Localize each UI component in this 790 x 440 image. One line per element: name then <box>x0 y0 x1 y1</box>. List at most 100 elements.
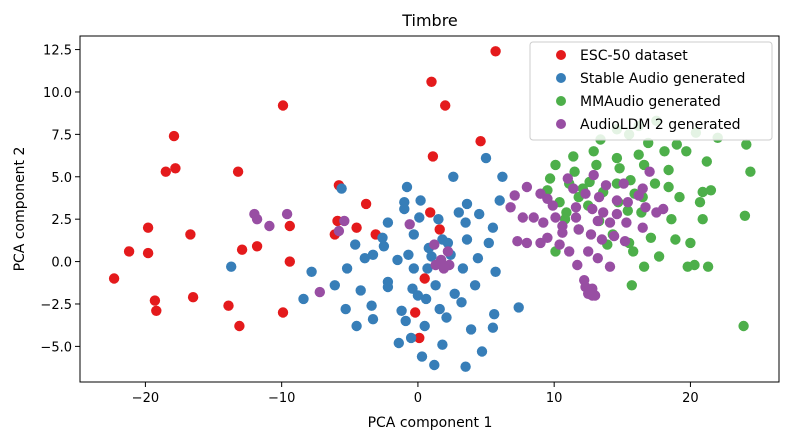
point-series-2-23 <box>745 166 756 177</box>
point-series-3-10 <box>570 212 582 223</box>
y-tick-label: 2.5 <box>51 213 72 228</box>
legend: ESC-50 dataset Stable Audio generated MM… <box>529 41 773 141</box>
point-series-2-22 <box>701 156 712 167</box>
point-series-1-47 <box>298 293 309 305</box>
point-series-0-4 <box>168 130 180 142</box>
point-series-3-20 <box>517 212 528 223</box>
point-series-1-1 <box>480 152 492 164</box>
chart-title: Timbre <box>401 11 458 30</box>
point-series-2-13 <box>633 149 644 160</box>
point-series-2-54 <box>670 234 681 245</box>
y-axis-label: PCA component 2 <box>12 147 28 272</box>
point-series-1-36 <box>408 263 419 274</box>
point-series-1-56 <box>441 312 452 323</box>
point-series-0-18 <box>185 229 196 240</box>
point-series-3-13 <box>621 217 632 228</box>
ticks-layer: −20 −10 0 10 20 −5.0 −2.5 0.0 2.5 5.0 7.5 10.0 12.5 <box>40 44 698 406</box>
point-series-3-38 <box>618 178 629 189</box>
point-series-0-23 <box>123 246 135 257</box>
point-series-0-35 <box>419 273 430 284</box>
point-series-1-45 <box>449 288 460 299</box>
point-series-1-59 <box>513 302 524 313</box>
point-series-1-40 <box>329 280 340 291</box>
point-series-2-15 <box>681 146 692 157</box>
point-series-3-37 <box>600 180 612 191</box>
point-series-3-63 <box>314 286 325 298</box>
point-series-1-63 <box>416 351 428 362</box>
point-series-0-25 <box>284 256 295 267</box>
point-series-2-10 <box>568 151 579 162</box>
point-series-2-17 <box>569 166 580 177</box>
y-tick-label: −2.5 <box>40 298 72 313</box>
y-tick-label: 10.0 <box>43 86 72 101</box>
point-series-3-5 <box>570 202 582 213</box>
point-series-1-71 <box>420 293 432 305</box>
legend-marker-audioldm2 <box>556 119 566 129</box>
point-series-1-64 <box>429 359 440 371</box>
point-series-3-23 <box>573 224 584 235</box>
point-series-1-55 <box>419 320 430 332</box>
point-series-0-29 <box>223 300 234 311</box>
point-series-2-51 <box>645 232 657 243</box>
y-tick-label: 5.0 <box>51 171 72 186</box>
point-series-3-42 <box>564 246 575 257</box>
point-series-3-12 <box>604 217 616 228</box>
point-series-1-13 <box>474 208 485 220</box>
point-series-1-46 <box>469 280 481 291</box>
point-series-1-6 <box>415 195 426 206</box>
point-series-1-28 <box>392 254 403 266</box>
legend-label-audioldm2: AudioLDM 2 generated <box>580 117 741 133</box>
point-series-3-15 <box>637 222 648 233</box>
point-series-3-46 <box>572 259 583 271</box>
point-series-1-37 <box>422 263 433 274</box>
point-series-3-55 <box>557 227 568 238</box>
point-series-0-27 <box>187 292 199 303</box>
point-series-2-47 <box>697 214 708 225</box>
y-tick-label: 7.5 <box>51 128 72 143</box>
point-series-2-64 <box>738 320 749 332</box>
point-series-1-7 <box>461 198 473 210</box>
point-series-3-26 <box>608 230 620 242</box>
point-series-2-11 <box>588 146 599 157</box>
point-series-3-60 <box>281 208 293 220</box>
point-series-1-4 <box>336 183 347 194</box>
point-series-1-26 <box>403 249 414 260</box>
point-series-3-21 <box>538 217 549 228</box>
legend-frame <box>529 41 773 141</box>
point-series-2-16 <box>550 159 561 171</box>
x-tick-label: 10 <box>546 391 563 406</box>
point-series-0-8 <box>170 163 181 174</box>
point-series-0-5 <box>475 136 486 147</box>
point-series-0-34 <box>410 307 421 318</box>
point-series-1-18 <box>487 222 499 233</box>
point-series-1-41 <box>355 285 366 296</box>
point-series-1-38 <box>457 263 469 274</box>
point-series-1-60 <box>351 320 362 332</box>
point-series-3-3 <box>528 212 539 223</box>
point-series-1-50 <box>396 305 407 316</box>
x-tick-label: 0 <box>414 391 422 406</box>
point-series-0-2 <box>277 100 289 111</box>
x-tick-label: −10 <box>268 391 295 406</box>
point-series-3-27 <box>619 236 631 247</box>
point-series-2-35 <box>697 186 708 198</box>
point-series-1-49 <box>366 300 377 311</box>
point-series-1-57 <box>465 324 477 335</box>
point-series-3-4 <box>547 200 558 211</box>
point-series-1-0 <box>401 181 413 193</box>
point-series-1-34 <box>341 263 353 274</box>
point-series-3-24 <box>585 229 597 240</box>
point-series-3-32 <box>622 197 633 208</box>
point-series-3-35 <box>562 173 573 184</box>
point-series-2-24 <box>544 173 556 184</box>
point-series-0-26 <box>108 273 120 284</box>
point-series-0-30 <box>151 305 162 316</box>
point-series-1-9 <box>399 203 410 215</box>
point-series-3-54 <box>542 232 553 243</box>
point-series-3-62 <box>333 225 345 237</box>
point-series-2-48 <box>739 210 751 221</box>
point-series-3-59 <box>264 220 275 232</box>
legend-marker-mmaudio <box>556 96 566 106</box>
y-tick-label: 0.0 <box>51 256 72 271</box>
point-series-2-18 <box>591 159 602 171</box>
